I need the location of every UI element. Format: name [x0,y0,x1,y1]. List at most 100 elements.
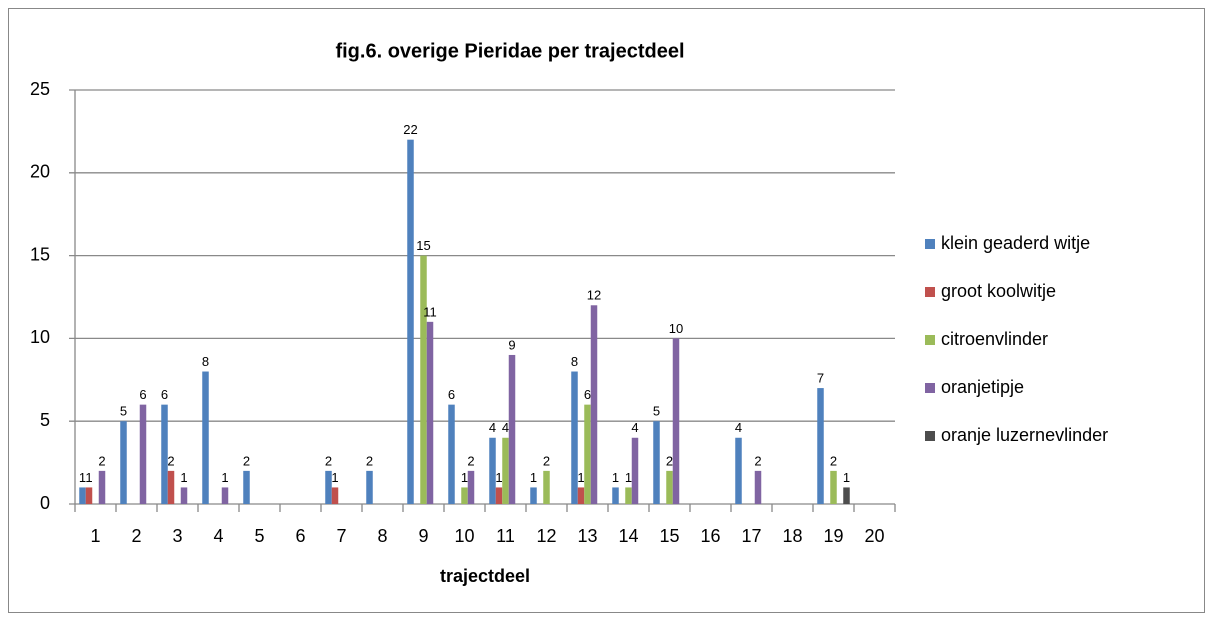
data-label: 11 [423,304,437,319]
data-label: 2 [543,453,550,468]
data-label: 15 [416,238,430,253]
y-tick-label: 25 [30,79,50,99]
data-label: 8 [571,354,578,369]
x-tick-label: 10 [454,526,474,546]
x-tick-label: 13 [577,526,597,546]
legend-label: oranjetipje [941,377,1024,397]
data-label: 5 [653,404,660,419]
x-tick-label: 12 [536,526,556,546]
data-label: 6 [161,387,168,402]
data-label: 2 [167,453,174,468]
bar [508,354,516,504]
x-tick-label: 5 [254,526,264,546]
x-tick-label: 11 [496,526,515,546]
y-tick-label: 5 [40,410,50,430]
x-tick-label: 2 [131,526,141,546]
x-tick-label: 8 [377,526,387,546]
bar [577,487,585,504]
data-label: 2 [366,453,373,468]
legend-label: citroenvlinder [941,329,1048,349]
x-tick-label: 3 [172,526,182,546]
x-tick-label: 18 [782,526,802,546]
data-label: 1 [79,470,86,485]
legend-label: groot koolwitje [941,281,1056,301]
bar [666,470,673,504]
data-label: 9 [508,337,515,352]
data-label: 2 [666,453,673,468]
x-tick-label: 6 [295,526,305,546]
legend-swatch [925,431,935,441]
data-label: 2 [243,453,250,468]
bar [735,437,742,504]
bar [590,305,598,504]
x-tick-label: 16 [700,526,720,546]
x-tick-label: 15 [659,526,679,546]
bar [79,487,86,504]
data-label: 1 [85,470,92,485]
bar [120,421,127,504]
data-label: 2 [467,453,474,468]
data-label: 1 [495,470,502,485]
bar [461,487,468,504]
legend-swatch [925,335,935,345]
data-label: 6 [139,387,146,402]
data-label: 10 [669,321,683,336]
data-label: 1 [221,470,228,485]
legend-swatch [925,383,935,393]
legend-swatch [925,239,935,249]
data-label: 1 [530,470,537,485]
data-label: 4 [631,420,638,435]
data-label: 2 [754,453,761,468]
bar [612,487,619,504]
bar [672,338,680,504]
y-tick-label: 10 [30,327,50,347]
data-label: 1 [612,470,619,485]
data-label: 2 [325,453,332,468]
legend-swatch [925,287,935,297]
x-tick-label: 17 [741,526,761,546]
bar [98,470,106,504]
legend-label: klein geaderd witje [941,233,1090,253]
bar [180,487,188,504]
x-tick-label: 7 [336,526,346,546]
bar [467,470,475,504]
x-tick-label: 1 [90,526,100,546]
bar [161,404,168,504]
bar [167,470,175,504]
x-tick-label: 19 [823,526,843,546]
chart-frame [8,8,1205,613]
bar [830,470,837,504]
data-label: 6 [448,387,455,402]
data-label: 2 [830,453,837,468]
data-label: 1 [577,470,584,485]
y-tick-label: 15 [30,244,50,264]
data-label: 1 [461,470,468,485]
x-tick-label: 20 [864,526,884,546]
data-label: 1 [331,470,338,485]
x-tick-label: 9 [418,526,428,546]
legend-label: oranje luzernevlinder [941,425,1108,445]
data-label: 7 [817,371,824,386]
data-label: 4 [502,420,509,435]
x-tick-label: 4 [213,526,223,546]
bar [325,470,332,504]
bar [448,404,455,504]
bar [221,487,229,504]
bar [407,139,414,504]
data-label: 5 [120,404,127,419]
data-label: 4 [735,420,742,435]
bar [202,371,209,504]
bar [426,321,434,504]
bar [571,371,578,504]
y-tick-label: 20 [30,162,50,182]
bar [625,487,632,504]
bar [543,470,550,504]
data-label: 1 [180,470,187,485]
bar [420,255,427,504]
bar [366,470,373,504]
y-tick-label: 0 [40,493,50,513]
x-axis-title: trajectdeel [440,566,530,586]
data-label: 1 [625,470,632,485]
bar [653,421,660,504]
bar [495,487,503,504]
